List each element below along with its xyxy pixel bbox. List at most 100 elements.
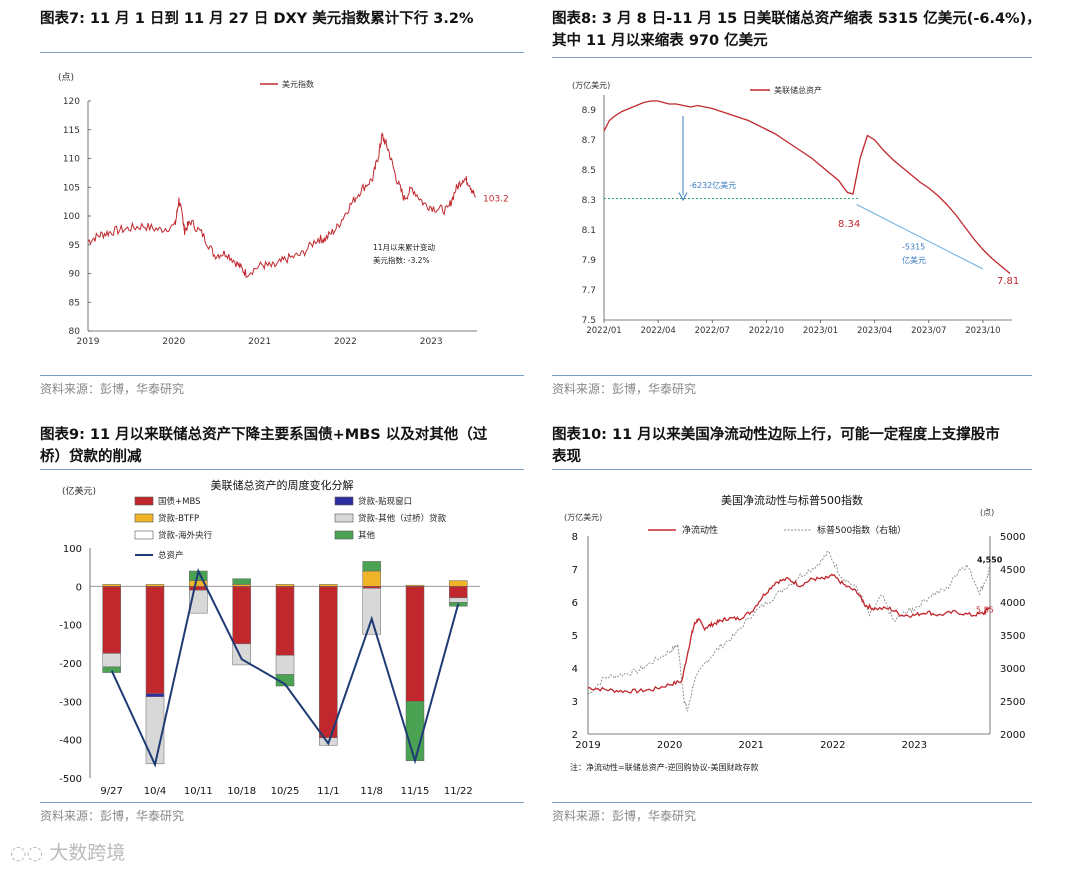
dxy-y-tick: 85: [69, 298, 80, 308]
panel2-bottom-rule: [552, 375, 1032, 376]
weekly-y-unit-label: (亿美元): [62, 485, 96, 497]
panel1-title: 图表7: 11 月 1 日到 11 月 27 日 DXY 美元指数累计下行 3.…: [40, 11, 474, 27]
weekly-chart-title: 美联储总资产的周度变化分解: [211, 478, 354, 492]
liq-y2-tick: 3500: [1000, 631, 1025, 642]
liq-legend-label: 净流动性: [682, 524, 718, 536]
weekly-bar-segment: [275, 674, 295, 687]
dxy-series-line: [87, 132, 476, 279]
fed-legend-label: 美联储总资产: [774, 85, 822, 95]
panel4-title-line1: 图表10: 11 月以来美国净流动性边际上行，可能一定程度上支撑股市: [552, 427, 1000, 443]
weekly-bar-segment: [319, 584, 338, 587]
weekly-bar-segment: [102, 586, 121, 654]
dxy-y-tick: 80: [69, 327, 81, 337]
fed-y-tick: 7.5: [582, 316, 596, 326]
fed-x-tick: 2022/10: [749, 326, 784, 336]
fed-x-tick: 2023/10: [965, 326, 1000, 336]
liq-y-tick: 4: [572, 664, 578, 675]
dxy-y-tick: 110: [63, 155, 80, 165]
weekly-x-tick: 10/18: [227, 786, 256, 797]
weekly-legend-label: 贷款-贴现窗口: [358, 496, 412, 507]
fed-x-tick: 2023/01: [803, 326, 838, 336]
weekly-bar-segment: [145, 586, 165, 694]
fed-weekly-chart: 美联储总资产的周度变化分解 (亿美元) 100 0 -100 -200 -300 -400 -5…: [59, 478, 480, 797]
liq-y2-tick: 4000: [1000, 598, 1025, 609]
weekly-bar-segment: [449, 586, 468, 599]
weekly-bar-segment: [362, 561, 381, 572]
fed-series-line: [603, 100, 1011, 274]
panel3-top-rule: [40, 469, 524, 470]
weekly-bar-segment: [275, 584, 295, 587]
weekly-bar-segment: [449, 597, 468, 603]
fed-y-tick: 7.7: [582, 286, 596, 296]
weekly-legend-swatch: [334, 496, 354, 506]
fed-y-tick: 7.9: [582, 256, 597, 266]
weekly-y-tick: 0: [76, 582, 82, 593]
weekly-x-tick: 11/8: [360, 786, 382, 797]
weekly-bar-segment: [362, 588, 381, 635]
weekly-bar-segment: [405, 586, 425, 702]
weekly-y-tick: -100: [59, 621, 82, 632]
weekly-legend-label: 贷款-其他（过桥）贷款: [358, 513, 447, 524]
fed-last-label: 7.81: [997, 276, 1019, 287]
liq-y-unit-label: (万亿美元): [564, 512, 602, 522]
liq-y-tick: 7: [572, 565, 578, 576]
weekly-bar-segment: [232, 584, 251, 587]
weekly-y-tick: -300: [59, 697, 82, 708]
spx-series-line: [587, 550, 991, 712]
spx-last-label: 4,550: [977, 555, 1003, 564]
weekly-bar-segment: [232, 578, 251, 585]
dxy-x-tick: 2020: [162, 337, 185, 347]
liq-x-tick: 2022: [820, 740, 845, 751]
dxy-y-tick: 105: [63, 183, 80, 193]
weekly-bar-segment: [449, 580, 468, 587]
weekly-x-tick: 11/1: [317, 786, 339, 797]
dxy-x-tick: 2021: [248, 337, 271, 347]
weekly-legend-swatch: [134, 496, 154, 506]
panel3-title-line1: 图表9: 11 月以来联储总资产下降主要系国债+MBS 以及对其他（过: [40, 427, 488, 443]
watermark-text: 大数跨境: [49, 842, 126, 864]
fed-y-tick: 8.7: [582, 136, 596, 146]
panel3-source: 资料来源：彭博，华泰研究: [40, 809, 185, 823]
weekly-total-line: [110, 568, 460, 768]
dxy-y-tick: 120: [63, 97, 80, 107]
panel1-source: 资料来源：彭博，华泰研究: [40, 382, 185, 396]
weekly-legend-swatch: [334, 530, 354, 540]
weekly-legend-label: 国债+MBS: [158, 496, 201, 507]
weekly-bar-segment: [145, 693, 165, 697]
weekly-x-tick: 11/22: [444, 786, 473, 797]
fed-y-tick: 8.3: [582, 196, 596, 206]
weekly-legend-swatch: [334, 513, 354, 523]
liq-last-label: 5.85: [976, 606, 994, 615]
weekly-y-tick: -400: [59, 736, 82, 747]
fed-x-tick: 2023/07: [911, 326, 946, 336]
weekly-bar-segment: [189, 586, 208, 591]
dxy-y-tick: 100: [63, 212, 80, 222]
dxy-y-tick: 95: [69, 241, 80, 251]
net-liquidity-chart: 美国净流动性与标普500指数 (万亿美元) (点) 8 7 6 5 4 3 2 5000 4500 40…: [564, 493, 1025, 772]
fed-x-tick: 2022/01: [586, 326, 621, 336]
weekly-legend-swatch: [134, 530, 154, 540]
weekly-y-tick: 100: [63, 544, 82, 555]
weekly-bar-segment: [362, 570, 381, 587]
fed-x-tick: 2022/07: [695, 326, 730, 336]
liq-chart-title: 美国净流动性与标普500指数: [721, 493, 863, 507]
fed-y-tick: 8.9: [582, 106, 597, 116]
fed-x-tick: 2023/04: [857, 326, 892, 336]
dxy-legend-label: 美元指数: [282, 79, 314, 89]
liq-x-tick: 2019: [575, 740, 600, 751]
weekly-legend-label: 总资产: [158, 550, 184, 561]
watermark: ◌◌ 大数跨境: [10, 838, 125, 865]
liq-series-line: [588, 573, 991, 694]
weekly-x-tick: 10/25: [271, 786, 300, 797]
weekly-bar-segment: [405, 701, 425, 761]
weekly-bar-segment: [405, 584, 425, 587]
panel2-source: 资料来源：彭博，华泰研究: [552, 382, 697, 396]
panel3-title-line2: 桥）贷款的削减: [40, 449, 142, 465]
weekly-x-tick: 10/11: [184, 786, 213, 797]
weekly-legend-label: 贷款-BTFP: [158, 513, 199, 524]
fed-y-tick: 8.1: [582, 226, 596, 236]
panel4-top-rule: [552, 469, 1032, 470]
liq-y-tick: 6: [572, 598, 578, 609]
dxy-x-tick: 2019: [77, 337, 100, 347]
